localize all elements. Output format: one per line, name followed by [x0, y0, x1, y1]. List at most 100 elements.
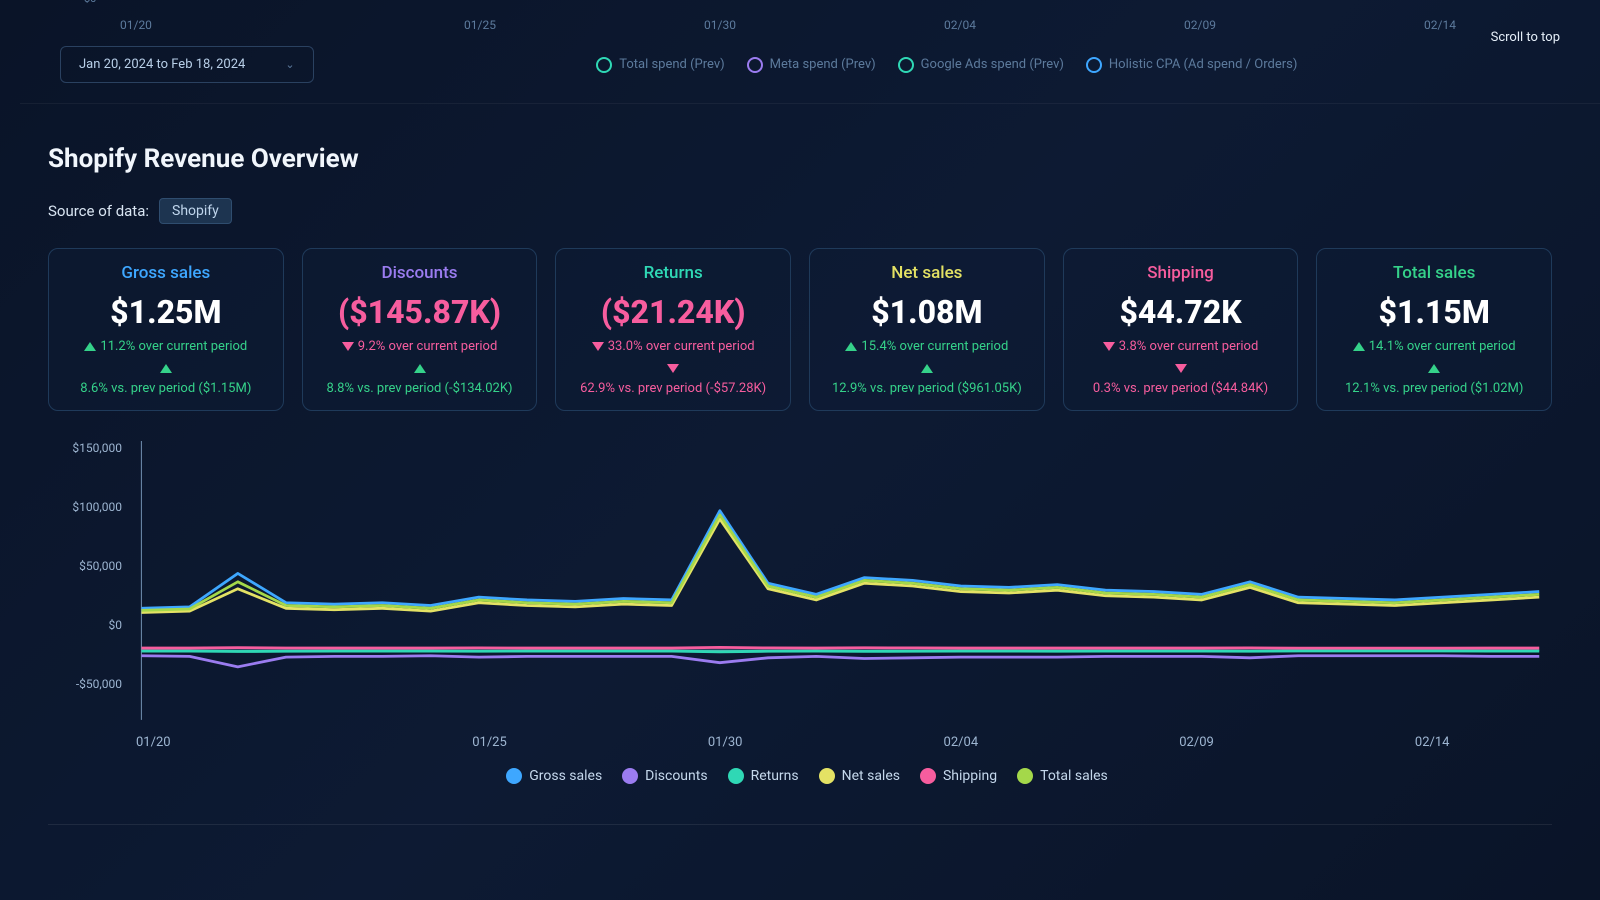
metric-grid: Gross sales$1.25M11.2% over current peri…: [48, 248, 1552, 411]
legend-label: Total sales: [1040, 768, 1108, 784]
legend-circle-icon: [898, 57, 914, 73]
legend-label: Gross sales: [529, 768, 602, 784]
chart-ylabel: -$50,000: [62, 677, 122, 691]
top-mini-chart: $0: [120, 0, 1560, 18]
metric-separator-arrow: [820, 358, 1034, 377]
legend-label: Google Ads spend (Prev): [921, 57, 1064, 72]
arrow-up-icon: [845, 342, 857, 351]
top-xlabel: 01/20: [120, 18, 360, 32]
legend-label: Discounts: [645, 768, 707, 784]
metric-separator-arrow: [313, 358, 527, 377]
top-xlabel: 01/25: [360, 18, 600, 32]
top-chart-strip: $0 01/2001/2501/3002/0402/0902/14 Jan 20…: [20, 0, 1600, 104]
metric-title: Net sales: [820, 263, 1034, 283]
metric-separator-arrow: [59, 358, 273, 377]
legend-label: Total spend (Prev): [619, 57, 724, 72]
metric-change-current: 15.4% over current period: [820, 339, 1034, 354]
metric-card[interactable]: Total sales $1.15M 14.1% over current peri…: [1316, 248, 1552, 411]
top-legend-item[interactable]: Total spend (Prev): [596, 57, 724, 73]
metric-change-prev: 8.8% vs. prev period (-$134.02K): [313, 381, 527, 396]
chart-xlabel: 01/25: [372, 735, 608, 750]
chart-legend-item[interactable]: Gross sales: [506, 768, 602, 784]
metric-title: Shipping: [1074, 263, 1288, 283]
metric-change-prev: 12.1% vs. prev period ($1.02M): [1327, 381, 1541, 396]
metric-change-prev: 8.6% vs. prev period ($1.15M): [59, 381, 273, 396]
chart-series-gross-sales: [141, 511, 1539, 609]
top-legend: Total spend (Prev) Meta spend (Prev) Googl…: [334, 57, 1560, 73]
date-range-picker[interactable]: Jan 20, 2024 to Feb 18, 2024 ⌄: [60, 46, 314, 83]
legend-dot-icon: [920, 768, 936, 784]
legend-label: Holistic CPA (Ad spend / Orders): [1109, 57, 1297, 72]
chart-legend: Gross sales Discounts Returns Net sales Ship…: [64, 768, 1550, 784]
chart-series-discounts: [141, 656, 1539, 667]
metric-change-current: 33.0% over current period: [566, 339, 780, 354]
metric-value: $44.72K: [1074, 293, 1288, 331]
metric-card[interactable]: Net sales $1.08M 15.4% over current period…: [809, 248, 1045, 411]
chart-y-labels: $150,000 $100,000 $50,000 $0 -$50,000: [62, 441, 122, 691]
chart-x-labels: 01/2001/2501/3002/0402/0902/14: [136, 735, 1550, 750]
chart-ylabel: $150,000: [62, 441, 122, 455]
source-label: Source of data:: [48, 202, 149, 220]
source-row: Source of data: Shopify: [48, 198, 1552, 224]
chart-legend-item[interactable]: Shipping: [920, 768, 997, 784]
metric-value: ($21.24K): [566, 293, 780, 331]
chart-legend-item[interactable]: Net sales: [819, 768, 900, 784]
chart-xlabel: 02/14: [1314, 735, 1550, 750]
legend-label: Meta spend (Prev): [770, 57, 876, 72]
metric-change-current: 3.8% over current period: [1074, 339, 1288, 354]
section-title: Shopify Revenue Overview: [48, 144, 1552, 174]
top-zero-label: $0: [84, 0, 96, 5]
revenue-section: Shopify Revenue Overview Source of data:…: [0, 104, 1600, 784]
legend-label: Shipping: [943, 768, 997, 784]
metric-separator-arrow: [566, 358, 780, 377]
metric-title: Returns: [566, 263, 780, 283]
metric-card[interactable]: Shipping$44.72K3.8% over current period0…: [1063, 248, 1299, 411]
chevron-down-icon: ⌄: [285, 58, 294, 71]
metric-value: $1.08M: [820, 293, 1034, 331]
metric-change-current: 9.2% over current period: [313, 339, 527, 354]
legend-dot-icon: [1017, 768, 1033, 784]
arrow-down-icon: [1103, 342, 1115, 351]
revenue-line-chart: [64, 441, 1550, 731]
chart-series-returns: [141, 651, 1539, 652]
top-xlabel: 01/30: [600, 18, 840, 32]
arrow-down-icon: [592, 342, 604, 351]
top-xlabel: 02/04: [840, 18, 1080, 32]
legend-circle-icon: [596, 57, 612, 73]
top-legend-item[interactable]: Meta spend (Prev): [747, 57, 876, 73]
metric-separator-arrow: [1327, 358, 1541, 377]
legend-label: Returns: [751, 768, 799, 784]
metric-title: Total sales: [1327, 263, 1541, 283]
arrow-up-icon: [1353, 342, 1365, 351]
chart-ylabel: $100,000: [62, 500, 122, 514]
metric-card[interactable]: Gross sales$1.25M11.2% over current peri…: [48, 248, 284, 411]
metric-card[interactable]: Returns ($21.24K) 33.0% over current perio…: [555, 248, 791, 411]
top-xlabel: 02/09: [1080, 18, 1320, 32]
top-legend-item[interactable]: Holistic CPA (Ad spend / Orders): [1086, 57, 1297, 73]
chart-ylabel: $0: [62, 618, 122, 632]
legend-dot-icon: [819, 768, 835, 784]
legend-label: Net sales: [842, 768, 900, 784]
chart-legend-item[interactable]: Total sales: [1017, 768, 1108, 784]
arrow-down-icon: [342, 342, 354, 351]
metric-change-current: 14.1% over current period: [1327, 339, 1541, 354]
legend-dot-icon: [506, 768, 522, 784]
metric-separator-arrow: [1074, 358, 1288, 377]
metric-title: Gross sales: [59, 263, 273, 283]
scroll-to-top-link[interactable]: Scroll to top: [1491, 30, 1560, 45]
metric-value: $1.15M: [1327, 293, 1541, 331]
chart-ylabel: $50,000: [62, 559, 122, 573]
source-tag[interactable]: Shopify: [159, 198, 232, 224]
metric-value: ($145.87K): [313, 293, 527, 331]
metric-value: $1.25M: [59, 293, 273, 331]
chart-series-total-sales: [141, 515, 1539, 611]
metric-card[interactable]: Discounts($145.87K)9.2% over current per…: [302, 248, 538, 411]
chart-xlabel: 02/09: [1079, 735, 1315, 750]
chart-legend-item[interactable]: Returns: [728, 768, 799, 784]
section-divider: [48, 824, 1552, 825]
metric-change-prev: 12.9% vs. prev period ($961.05K): [820, 381, 1034, 396]
date-range-text: Jan 20, 2024 to Feb 18, 2024: [79, 57, 245, 72]
chart-legend-item[interactable]: Discounts: [622, 768, 707, 784]
legend-dot-icon: [728, 768, 744, 784]
top-legend-item[interactable]: Google Ads spend (Prev): [898, 57, 1064, 73]
